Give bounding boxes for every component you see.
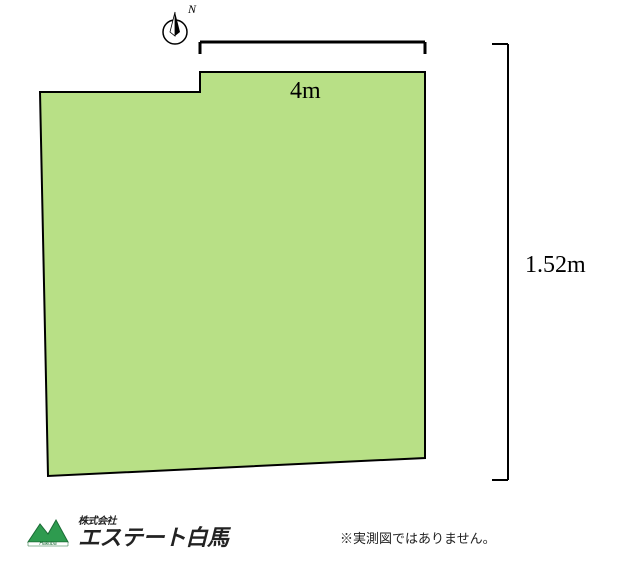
company-name: 株式会社 エステート白馬 <box>78 517 229 549</box>
logo-subtext: Hakuba <box>39 541 56 547</box>
company-branding: Hakuba 株式会社 エステート白馬 <box>24 516 229 550</box>
lot-plan-diagram: 4m N 1.52m ※実測図ではありません。 Hakuba 株式会社 エステー… <box>0 0 624 570</box>
company-main-name: エステート白馬 <box>78 527 229 549</box>
right-dimension-line <box>0 0 624 570</box>
right-dimension-label: 1.52m <box>525 252 586 279</box>
disclaimer-text: ※実測図ではありません。 <box>340 528 496 547</box>
company-logo-icon: Hakuba <box>24 516 72 550</box>
